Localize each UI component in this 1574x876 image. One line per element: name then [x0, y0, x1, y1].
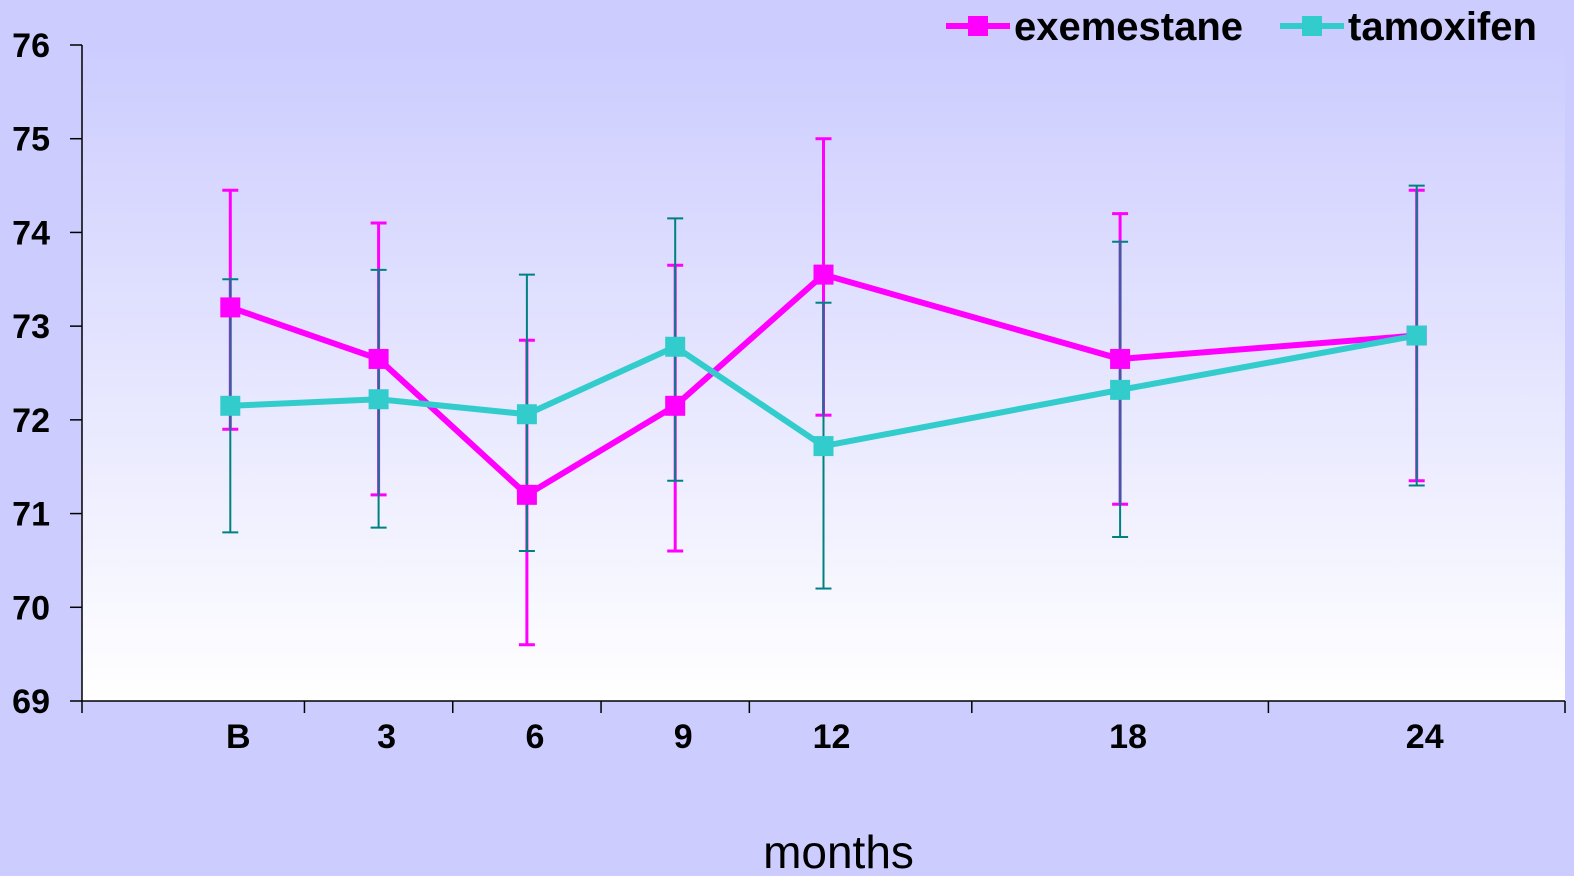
axes	[70, 44, 1566, 713]
y-tick-label: 73	[12, 308, 50, 346]
x-tick-label: 18	[1109, 718, 1147, 756]
x-tick-label: 9	[674, 718, 693, 756]
tamoxifen-point	[368, 389, 389, 410]
x-tick-label: 24	[1406, 718, 1444, 756]
y-tick-label: 69	[12, 683, 50, 721]
legend: exemestane tamoxifen	[946, 5, 1537, 49]
exemestane-point	[1110, 348, 1131, 369]
exemestane-point	[665, 395, 686, 416]
y-tick-label: 71	[12, 496, 50, 534]
tamoxifen-point	[1110, 379, 1131, 400]
x-tick-label: 6	[525, 718, 544, 756]
y-tick-label: 75	[12, 121, 50, 159]
y-tick-label: 72	[12, 402, 50, 440]
exemestane-point	[368, 348, 389, 369]
exemestane-point	[813, 264, 834, 285]
tamoxifen-point	[1406, 325, 1427, 346]
tamoxifen-legend-label: tamoxifen	[1348, 5, 1537, 49]
y-tick-label: 70	[12, 589, 50, 627]
exemestane-point	[516, 484, 537, 505]
tamoxifen-point	[665, 336, 686, 357]
x-tick-label: 3	[377, 718, 396, 756]
exemestane-point	[220, 297, 241, 318]
x-axis-label: months	[763, 826, 914, 876]
tamoxifen-point	[516, 404, 537, 425]
y-tick-label: 76	[12, 27, 50, 65]
markers	[220, 264, 1427, 505]
x-tick-label: B	[226, 718, 251, 756]
tamoxifen-legend-marker	[1302, 16, 1322, 36]
y-tick-label: 74	[12, 214, 50, 252]
x-tick-label: 12	[813, 718, 851, 756]
exemestane-legend-label: exemestane	[1014, 5, 1243, 49]
tamoxifen-point	[220, 395, 241, 416]
tamoxifen-point	[813, 436, 834, 457]
exemestane-legend-marker	[968, 16, 988, 36]
